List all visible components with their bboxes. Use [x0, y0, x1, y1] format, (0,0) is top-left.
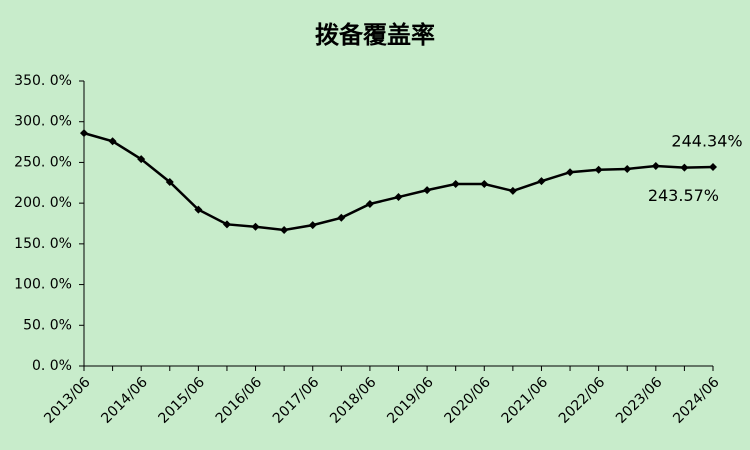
y-tick-label: 350. 0% [14, 73, 72, 89]
x-tick-label: 2020/06 [441, 374, 494, 427]
marker [537, 177, 546, 186]
x-tick-label: 2017/06 [270, 374, 323, 427]
marker [308, 221, 317, 230]
marker [137, 155, 146, 164]
marker [80, 129, 88, 138]
y-tick-label: 200. 0% [14, 195, 72, 211]
marker [508, 186, 517, 195]
x-tick-label: 2016/06 [213, 374, 266, 427]
x-tick-label: 2021/06 [499, 374, 552, 427]
x-tick-label: 2018/06 [327, 374, 380, 427]
y-tick-label: 100. 0% [14, 277, 72, 293]
marker [709, 163, 717, 172]
marker [566, 168, 575, 177]
marker [337, 213, 346, 222]
marker [222, 220, 231, 229]
marker [251, 222, 260, 231]
x-tick-label: 2019/06 [384, 374, 437, 427]
chart-title: 拨备覆盖率 [315, 21, 435, 49]
marker [480, 180, 489, 189]
x-tick-label: 2013/06 [41, 374, 94, 427]
line [83, 131, 714, 232]
y-tick-label: 50. 0% [23, 317, 72, 333]
x-tick-label: 2015/06 [156, 374, 209, 427]
marker [680, 163, 689, 172]
data-label: 244.34% [671, 132, 742, 151]
y-tick-label: 300. 0% [14, 114, 72, 130]
marker [651, 162, 660, 171]
marker [108, 137, 117, 146]
marker [394, 193, 403, 202]
marker [165, 177, 174, 186]
marker [194, 205, 203, 214]
marker [623, 164, 632, 173]
marker [280, 226, 289, 235]
x-tick-label: 2023/06 [613, 374, 666, 427]
x-tick-label: 2024/06 [670, 374, 723, 427]
x-tick-label: 2014/06 [98, 374, 151, 427]
y-tick-label: 250. 0% [14, 154, 72, 170]
y-tick-label: 150. 0% [14, 236, 72, 252]
y-tick-label: 0. 0% [32, 358, 72, 374]
marker [451, 180, 460, 189]
x-tick-label: 2022/06 [556, 374, 609, 427]
data-label: 243.57% [648, 186, 719, 205]
marker [594, 165, 603, 174]
marker [423, 186, 432, 195]
marker [365, 199, 374, 208]
